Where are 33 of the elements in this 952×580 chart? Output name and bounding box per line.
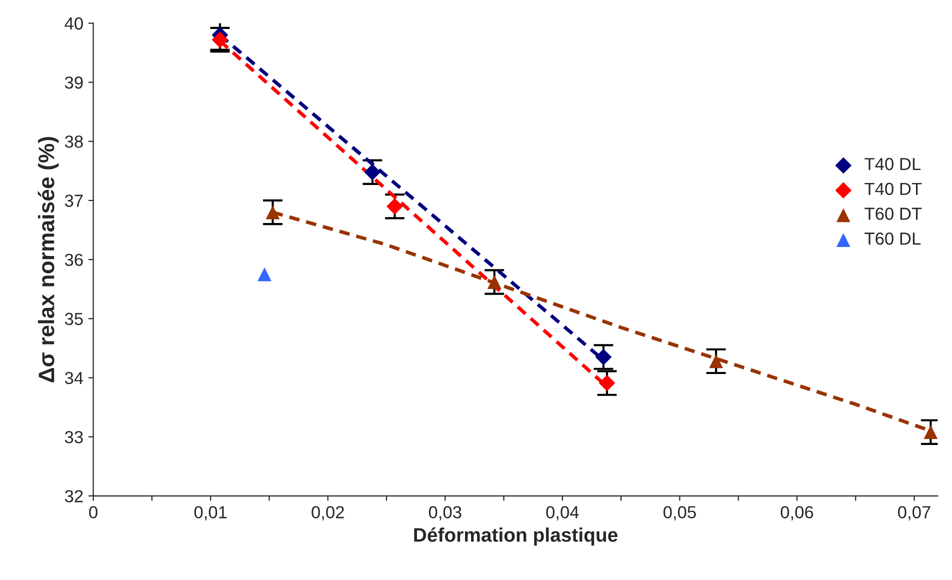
x-tick-label: 0	[89, 506, 98, 518]
y-tick-label: 34	[64, 372, 84, 384]
legend-label: T40 DL	[864, 158, 921, 170]
point	[709, 354, 724, 368]
legend-label: T40 DT	[864, 182, 922, 196]
x-tick-label: 0,01	[194, 506, 227, 520]
y-tick-label: 33	[64, 430, 83, 444]
x-tick-label: 0,07	[898, 506, 930, 520]
x-tick-label: 0,02	[312, 506, 344, 520]
y-tick-label: 35	[64, 312, 83, 326]
legend-label: T60 DL	[864, 232, 921, 245]
point	[386, 198, 403, 215]
y-tick-label: 38	[64, 136, 83, 148]
x-tick-label: 0,05	[663, 506, 696, 520]
y-tick-label: 40	[64, 17, 83, 30]
point	[598, 374, 616, 392]
point	[258, 267, 272, 282]
point	[364, 164, 381, 180]
y-axis-title: Δσ relax normaisée (%)	[38, 136, 59, 382]
y-tick-label: 36	[64, 254, 83, 266]
x-tick-label: 0,06	[780, 506, 814, 520]
x-tick-label: 0,04	[546, 506, 579, 520]
point	[487, 275, 502, 289]
y-tick-label: 37	[64, 194, 83, 207]
point	[595, 348, 612, 366]
point	[924, 425, 938, 440]
y-tick-label: 39	[64, 76, 83, 89]
point	[266, 205, 280, 220]
point	[212, 32, 228, 48]
y-tick-label: 32	[64, 490, 83, 502]
legend-label: T60 DT	[864, 208, 922, 220]
x-tick-label: 0,03	[428, 506, 462, 520]
x-axis-title: Déformation plastique	[414, 527, 618, 546]
